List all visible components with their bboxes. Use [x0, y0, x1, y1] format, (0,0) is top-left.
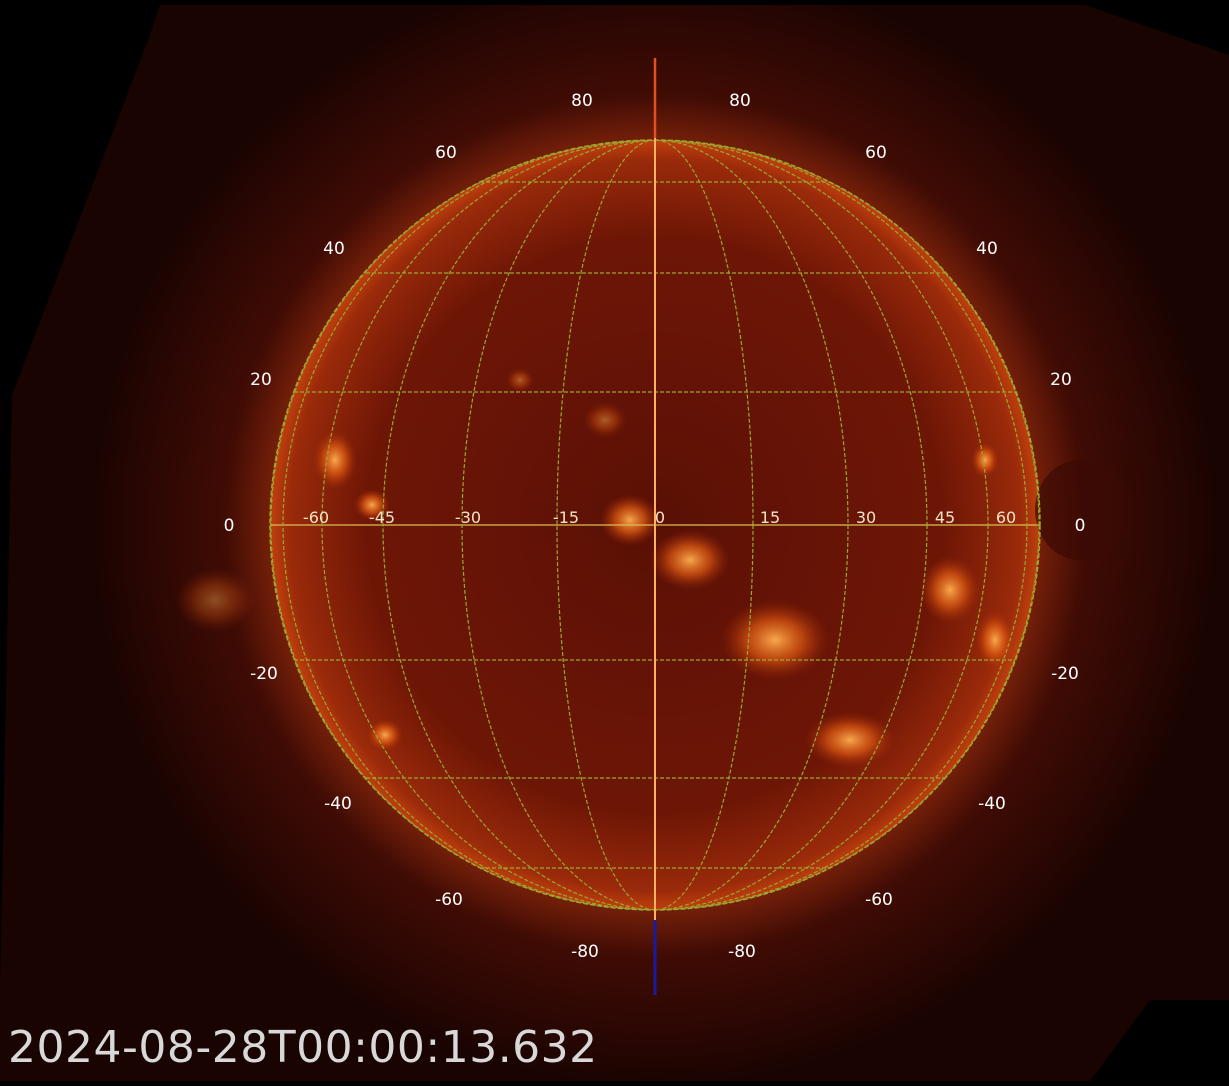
lon-label: 15 [760, 508, 780, 527]
lat-label-left: 80 [571, 91, 593, 111]
limb-dark-region [1035, 460, 1125, 560]
lat-label-right: 20 [1050, 370, 1072, 390]
lat-label-right: -20 [1051, 664, 1079, 684]
observation-timestamp: 2024-08-28T00:00:13.632 [8, 1022, 598, 1073]
lat-label-right: 80 [729, 91, 751, 111]
lon-label: 45 [935, 508, 955, 527]
latitude-labels-left: 80 60 40 20 0 -20 -40 -60 -80 [224, 91, 599, 962]
limb-loop [175, 568, 255, 632]
active-regions [313, 368, 1015, 768]
latitude-labels-right: 80 60 40 20 0 -20 -40 -60 -80 [728, 91, 1085, 962]
longitude-labels: -60 -45 -30 -15 0 15 30 45 60 [303, 508, 1016, 527]
lat-label-right: 40 [976, 239, 998, 259]
lon-label: 60 [996, 508, 1016, 527]
lat-label-left: -40 [324, 794, 352, 814]
lat-label-left: 40 [323, 239, 345, 259]
lat-label-right: -80 [728, 942, 756, 962]
lat-label-right: 0 [1075, 516, 1086, 536]
lon-label: -30 [455, 508, 481, 527]
lat-label-left: -80 [571, 942, 599, 962]
lat-label-left: 0 [224, 516, 235, 536]
lat-label-right: -40 [978, 794, 1006, 814]
lon-label: -15 [553, 508, 579, 527]
lat-label-right: -60 [865, 890, 893, 910]
lat-label-left: 20 [250, 370, 272, 390]
lat-label-left: -60 [435, 890, 463, 910]
lon-label: -45 [369, 508, 395, 527]
lon-label: 0 [655, 508, 665, 527]
lat-label-left: 60 [435, 143, 457, 163]
lat-label-right: 60 [865, 143, 887, 163]
lat-label-left: -20 [250, 664, 278, 684]
lon-label: 30 [856, 508, 876, 527]
lon-label: -60 [303, 508, 329, 527]
